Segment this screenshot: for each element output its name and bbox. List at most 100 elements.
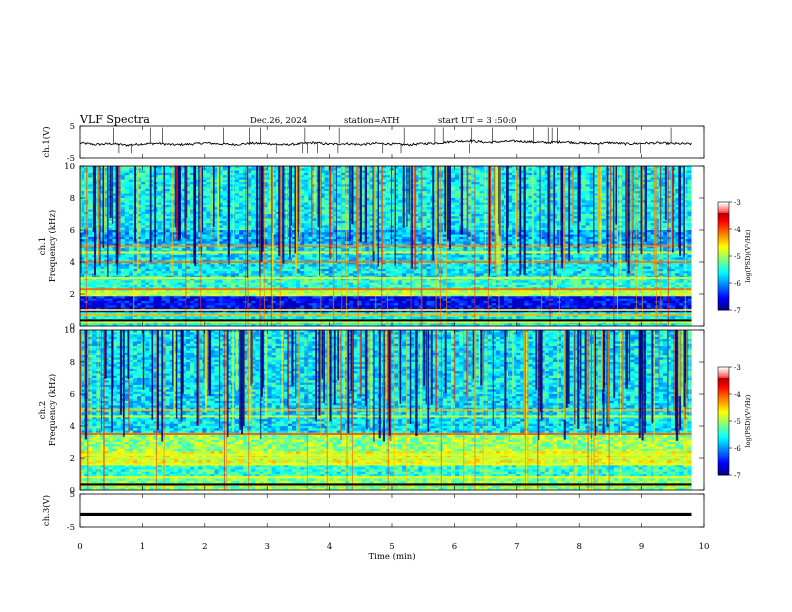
spectrogram-cell (235, 187, 239, 190)
spectrogram-cell (223, 187, 227, 190)
spectrogram-cell (398, 212, 402, 215)
spectrogram-cell (166, 203, 170, 206)
spectrogram-cell (129, 171, 133, 174)
spectrogram-cell (88, 175, 92, 178)
spectrogram-cell (398, 207, 402, 210)
spectrogram-cell (251, 182, 255, 185)
spectrogram-cell (223, 196, 227, 199)
spectrogram-cell (586, 191, 590, 194)
spectrogram-cell (451, 180, 455, 183)
spectrogram-cell (687, 191, 691, 194)
spectrogram-cell (235, 182, 239, 185)
spectrogram-cell (223, 166, 227, 169)
spectrogram-cell (687, 171, 691, 174)
spectrogram-cell (508, 187, 512, 190)
spectrogram-cell (251, 187, 255, 190)
spectrogram-cell (129, 175, 133, 178)
spectrogram-cell (647, 175, 651, 178)
spectrogram-cell (475, 207, 479, 210)
spectrogram-cell (390, 187, 394, 190)
spectrogram-cell (451, 171, 455, 174)
spectrogram-cell (475, 198, 479, 201)
spectrogram-cell (586, 196, 590, 199)
spectrogram-cell (88, 198, 92, 201)
spectrogram-cell (508, 196, 512, 199)
spectrogram-cell (145, 203, 149, 206)
spectrogram-cell (480, 203, 484, 206)
spectrogram-cell (345, 191, 349, 194)
spectrogram-cell (451, 212, 455, 215)
spectrogram-cell (206, 175, 210, 178)
spectrogram-cell (239, 171, 243, 174)
spectrogram-cell (573, 198, 577, 201)
spectrogram-cell (337, 196, 341, 199)
spectrogram-cell (602, 182, 606, 185)
spectrogram-cell (125, 182, 129, 185)
spectrogram-cell (581, 180, 585, 183)
spectrogram-cell (157, 207, 161, 210)
spectrogram-cell (223, 175, 227, 178)
spectrogram-cell (427, 171, 431, 174)
spectrogram-cell (166, 212, 170, 215)
spectrogram-cell (451, 196, 455, 199)
spectrogram-cell (345, 180, 349, 183)
spectrogram-cell (145, 166, 149, 169)
spectrogram-cell (157, 171, 161, 174)
spectrogram-cell (304, 182, 308, 185)
spectrogram-cell (325, 180, 329, 183)
spectrogram-cell (223, 198, 227, 201)
spectrogram-cell (687, 175, 691, 178)
spectrogram-cell (239, 175, 243, 178)
spectrogram-cell (573, 171, 577, 174)
spectrogram-cell (398, 198, 402, 201)
spectrogram-cell (129, 180, 133, 183)
spectrogram-cell (586, 198, 590, 201)
spectrogram-cell (390, 182, 394, 185)
spectrogram-cell (88, 212, 92, 215)
spectrogram-cell (166, 196, 170, 199)
spectrogram-cell (337, 180, 341, 183)
spectrogram-cell (480, 171, 484, 174)
date-label: Dec.26, 2024 (250, 116, 307, 126)
spectrogram-cell (537, 191, 541, 194)
spectrogram-cell (647, 191, 651, 194)
spectrogram-cell (422, 171, 426, 174)
spectrogram-cell (223, 180, 227, 183)
spectrogram-cell (581, 166, 585, 169)
spectrogram-cell (687, 182, 691, 185)
spectrogram-cell (251, 212, 255, 215)
vlf-spectra-figure: VLF Spectra Dec.26, 2024 station=ATH sta… (0, 0, 792, 612)
spectrogram-cell (573, 203, 577, 206)
spectrogram-cell (475, 187, 479, 190)
spectrogram-cell (573, 182, 577, 185)
spectrogram-cell (125, 196, 129, 199)
spectrogram-cell (398, 166, 402, 169)
spectrogram-cell (687, 198, 691, 201)
spectrogram-cell (239, 166, 243, 169)
spectrogram-cell (157, 166, 161, 169)
spectrogram-cell (398, 182, 402, 185)
spectrogram-cell (581, 203, 585, 206)
spectrogram-cell (455, 203, 459, 206)
spectrogram-cell (239, 191, 243, 194)
station-label: station=ATH (344, 116, 399, 126)
spectrogram-cell (325, 166, 329, 169)
spectrogram-cell (239, 180, 243, 183)
spectrogram-cell (687, 196, 691, 199)
spectrogram-cell (223, 191, 227, 194)
spectrogram-cell (427, 203, 431, 206)
spectrogram-cell (337, 198, 341, 201)
spectrogram-cell (337, 191, 341, 194)
spectrogram-cell (304, 180, 308, 183)
spectrogram-cell (141, 187, 145, 190)
spectrogram-cell (121, 175, 125, 178)
spectrogram-cell (427, 196, 431, 199)
spectrogram-cell (581, 198, 585, 201)
spectrogram-cell (125, 180, 129, 183)
spectrogram-cell (129, 196, 133, 199)
spectrogram-cell (508, 171, 512, 174)
spectrogram-cell (223, 182, 227, 185)
spectrogram-cell (206, 191, 210, 194)
spectrogram-cell (251, 196, 255, 199)
spectrogram-cell (345, 198, 349, 201)
